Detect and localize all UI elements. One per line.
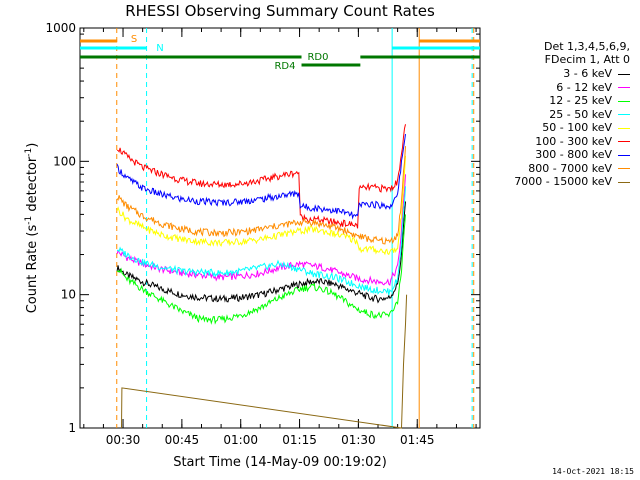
series-line-2 xyxy=(116,214,406,325)
y-axis-label: Count Rate (s-1 detector-1) xyxy=(24,143,40,314)
legend-item: 300 - 800 keV xyxy=(535,148,630,161)
y-tick-label: 100 xyxy=(53,154,76,168)
legend-swatch xyxy=(618,114,630,115)
y-axis-label-part: ) xyxy=(25,143,40,148)
legend-item-label: 50 - 100 keV xyxy=(542,121,612,134)
y-axis-label-part: Count Rate (s xyxy=(25,225,40,314)
flag-label-s: S xyxy=(131,34,137,45)
flag-label-rd4: RD4 xyxy=(274,61,295,72)
legend-header-fdecim: FDecim 1, Att 0 xyxy=(544,53,630,66)
flag-label-rd0: RD0 xyxy=(307,52,328,63)
legend-item-label: 300 - 800 keV xyxy=(535,148,612,161)
legend-item-label: 6 - 12 keV xyxy=(556,80,612,94)
legend-item-label: 800 - 7000 keV xyxy=(528,161,612,175)
legend-item-label: 25 - 50 keV xyxy=(549,107,612,121)
legend-item: 3 - 6 keV xyxy=(563,67,630,80)
x-axis-label: Start Time (14-May-09 00:19:02) xyxy=(173,455,387,470)
legend-swatch xyxy=(618,181,630,183)
legend-item: 800 - 7000 keV xyxy=(528,162,630,175)
series-line-0 xyxy=(116,201,406,304)
legend-item: 7000 - 15000 keV xyxy=(514,175,630,188)
legend-swatch xyxy=(618,168,630,169)
x-tick-label: 00:30 xyxy=(106,433,141,447)
x-tick-label: 01:00 xyxy=(223,433,258,447)
x-tick-label: 01:15 xyxy=(282,433,317,447)
legend-swatch xyxy=(618,100,630,102)
legend-item: 25 - 50 keV xyxy=(549,108,630,121)
flag-label-n: N xyxy=(156,43,163,54)
series-line-6 xyxy=(116,134,406,220)
series-line-8 xyxy=(121,294,408,429)
legend-swatch xyxy=(618,141,630,142)
legend-item-label: 7000 - 15000 keV xyxy=(514,175,612,188)
y-axis-label-superscript: -1 xyxy=(24,148,34,157)
legend-swatch xyxy=(618,127,630,129)
legend-item: 100 - 300 keV xyxy=(535,135,630,148)
series-line-3 xyxy=(116,186,406,296)
legend-swatch xyxy=(618,73,630,75)
y-axis-label-part: detector xyxy=(25,156,40,216)
chart-title: RHESSI Observing Summary Count Rates xyxy=(125,2,435,20)
legend-header-det: Det 1,3,4,5,6,9, xyxy=(543,40,630,53)
series-line-4 xyxy=(116,155,406,256)
legend-swatch xyxy=(618,154,630,156)
legend-item: 12 - 25 keV xyxy=(549,94,630,107)
legend-item: 6 - 12 keV xyxy=(556,81,630,94)
x-tick-label: 01:30 xyxy=(341,433,376,447)
x-tick-label: 00:45 xyxy=(165,433,200,447)
series-line-7 xyxy=(116,146,406,245)
y-axis-label-superscript: -1 xyxy=(24,216,34,225)
plot-frame xyxy=(79,27,481,429)
legend-item-label: 3 - 6 keV xyxy=(563,67,612,80)
legend-item: 50 - 100 keV xyxy=(542,121,630,134)
y-tick-label: 10 xyxy=(61,288,76,302)
timestamp-stamp: 14-Oct-2021 18:15 xyxy=(552,467,634,476)
x-tick-label: 01:45 xyxy=(400,433,435,447)
y-tick-label: 1 xyxy=(68,421,76,435)
legend-item-label: 100 - 300 keV xyxy=(535,134,612,148)
y-tick-label: 1000 xyxy=(45,21,76,35)
series-line-5 xyxy=(116,124,406,229)
legend-swatch xyxy=(618,87,630,88)
legend-item-label: 12 - 25 keV xyxy=(549,94,612,107)
